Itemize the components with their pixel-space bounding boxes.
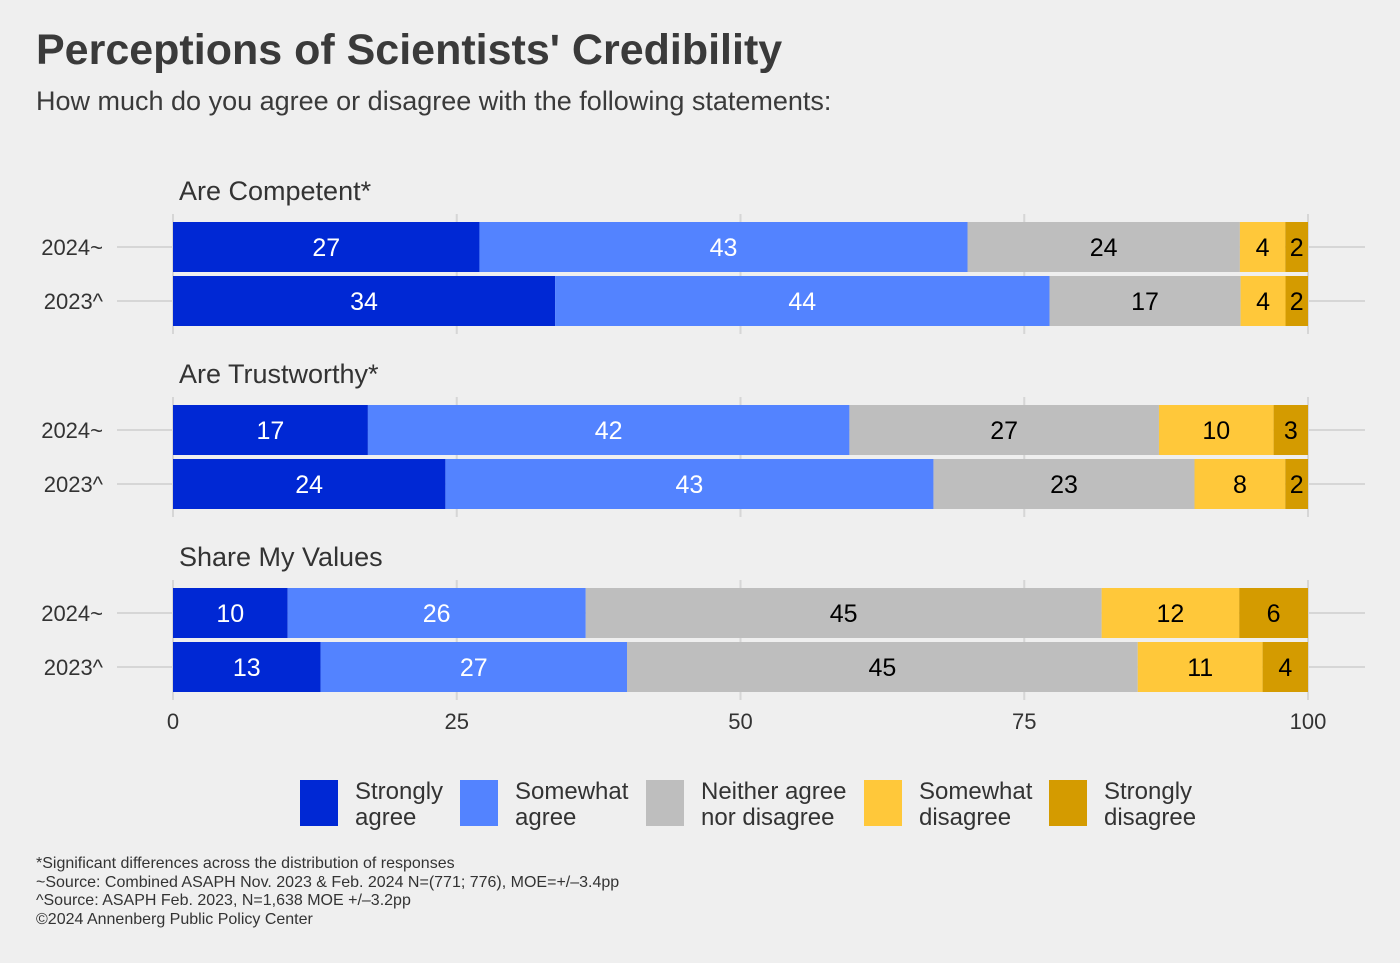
bar-segment bbox=[1158, 405, 1274, 455]
data-label: 17 bbox=[257, 417, 285, 445]
footnote: ^Source: ASAPH Feb. 2023, N=1,638 MOE +/… bbox=[36, 892, 411, 909]
data-label: 2 bbox=[1290, 288, 1304, 316]
row-label: 2023^ bbox=[44, 289, 104, 314]
bar-segment bbox=[173, 459, 446, 509]
data-label: 43 bbox=[676, 471, 704, 499]
chart-title: Perceptions of Scientists' Credibility bbox=[36, 26, 783, 74]
bar-segment bbox=[933, 459, 1195, 509]
data-label: 43 bbox=[710, 234, 738, 262]
data-label: 45 bbox=[868, 654, 896, 682]
bar-segment bbox=[1285, 459, 1308, 509]
bar-segment bbox=[320, 642, 627, 692]
bar-segment bbox=[1285, 276, 1308, 326]
bar-segment bbox=[1239, 588, 1308, 638]
bar-segment bbox=[555, 276, 1050, 326]
x-tick-label: 50 bbox=[728, 709, 752, 734]
row-label: 2023^ bbox=[44, 655, 104, 680]
footnote: ©2024 Annenberg Public Policy Center bbox=[36, 910, 313, 928]
legend-label: Somewhat bbox=[515, 778, 629, 805]
footnote: ~Source: Combined ASAPH Nov. 2023 & Feb.… bbox=[36, 873, 620, 891]
row-label: 2024~ bbox=[41, 601, 103, 626]
bar-segment bbox=[479, 222, 968, 272]
legend-label: Somewhat bbox=[919, 778, 1033, 805]
data-label: 10 bbox=[216, 600, 244, 628]
panel-title: Are Trustworthy* bbox=[179, 359, 379, 389]
data-label: 11 bbox=[1187, 654, 1213, 682]
data-label: 27 bbox=[312, 234, 340, 262]
legend-swatch bbox=[460, 780, 498, 826]
data-label: 13 bbox=[233, 654, 261, 682]
data-label: 3 bbox=[1284, 417, 1298, 445]
bar-segment bbox=[173, 642, 321, 692]
bar-segment bbox=[585, 588, 1102, 638]
bar-segment bbox=[1194, 459, 1286, 509]
row-label: 2024~ bbox=[41, 418, 103, 443]
data-label: 27 bbox=[990, 417, 1018, 445]
data-label: 27 bbox=[460, 654, 488, 682]
data-label: 34 bbox=[350, 288, 378, 316]
row-label: 2023^ bbox=[44, 472, 104, 497]
data-label: 24 bbox=[1090, 234, 1118, 262]
legend-label: agree bbox=[515, 804, 576, 831]
footnotes: *Significant differences across the dist… bbox=[36, 855, 619, 929]
data-label: 26 bbox=[423, 600, 451, 628]
bar-segment bbox=[627, 642, 1138, 692]
bar-segment bbox=[967, 222, 1240, 272]
footnote: *Significant differences across the dist… bbox=[36, 855, 455, 872]
legend-label: Strongly bbox=[355, 778, 443, 805]
legend-swatch bbox=[646, 780, 684, 826]
data-label: 8 bbox=[1233, 471, 1247, 499]
legend-label: agree bbox=[355, 804, 416, 831]
row-label: 2024~ bbox=[41, 235, 103, 260]
data-label: 44 bbox=[788, 288, 816, 316]
bar-segment bbox=[173, 222, 480, 272]
legend-label: disagree bbox=[919, 804, 1011, 831]
data-label: 4 bbox=[1256, 288, 1270, 316]
bar-segment bbox=[1273, 405, 1308, 455]
data-label: 4 bbox=[1278, 654, 1292, 682]
panel-title: Share My Values bbox=[179, 542, 383, 572]
bar-segment bbox=[287, 588, 586, 638]
data-label: 2 bbox=[1290, 471, 1304, 499]
data-label: 12 bbox=[1157, 600, 1185, 628]
legend-label: disagree bbox=[1104, 804, 1196, 831]
legend-label: Strongly bbox=[1104, 778, 1192, 805]
legend-label: Neither agree bbox=[701, 778, 846, 805]
legend-swatch bbox=[300, 780, 338, 826]
data-label: 17 bbox=[1131, 288, 1159, 316]
x-tick-label: 0 bbox=[167, 709, 179, 734]
x-tick-label: 75 bbox=[1012, 709, 1036, 734]
bar-segment bbox=[1240, 276, 1286, 326]
bar-segment bbox=[1101, 588, 1240, 638]
data-label: 24 bbox=[295, 471, 323, 499]
bar-segment bbox=[1137, 642, 1263, 692]
bar-segment bbox=[1239, 222, 1286, 272]
chart-subtitle: How much do you agree or disagree with t… bbox=[36, 86, 832, 116]
legend-swatch bbox=[1049, 780, 1087, 826]
bar-segment bbox=[445, 459, 934, 509]
legend-swatch bbox=[864, 780, 902, 826]
panel-title: Are Competent* bbox=[179, 176, 372, 206]
data-label: 45 bbox=[830, 600, 858, 628]
data-label: 6 bbox=[1267, 600, 1281, 628]
bar-segment bbox=[849, 405, 1159, 455]
bar-segment bbox=[173, 276, 556, 326]
bar-segment bbox=[173, 405, 368, 455]
x-tick-label: 25 bbox=[445, 709, 469, 734]
data-label: 10 bbox=[1202, 417, 1230, 445]
data-label: 23 bbox=[1050, 471, 1078, 499]
bar-segment bbox=[1262, 642, 1308, 692]
data-label: 2 bbox=[1290, 234, 1304, 262]
x-tick-label: 100 bbox=[1290, 709, 1327, 734]
data-label: 4 bbox=[1256, 234, 1270, 262]
bar-segment bbox=[1285, 222, 1308, 272]
bar-segment bbox=[1049, 276, 1241, 326]
data-label: 42 bbox=[595, 417, 623, 445]
bar-segment bbox=[367, 405, 850, 455]
bar-segment bbox=[173, 588, 288, 638]
legend-label: nor disagree bbox=[701, 804, 834, 831]
